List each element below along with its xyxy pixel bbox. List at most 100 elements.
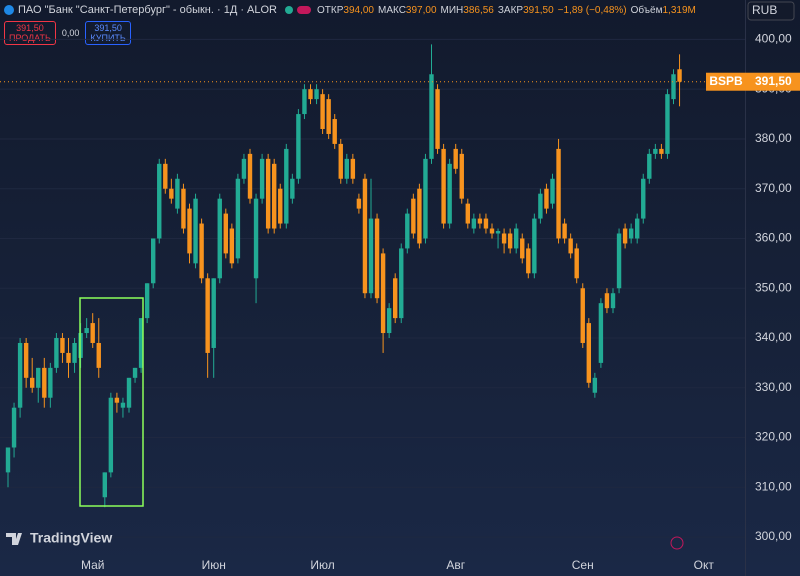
currency-box[interactable] xyxy=(747,1,795,21)
candle-body xyxy=(635,218,640,239)
candle-body xyxy=(193,198,198,264)
stat-label: МИН xyxy=(440,4,464,16)
y-tick-label: 330,00 xyxy=(755,380,792,394)
stat-value: 386,56 xyxy=(463,4,494,16)
stat-value: 397,00 xyxy=(405,4,437,16)
stat-value: 391,50 xyxy=(523,4,554,16)
plot xyxy=(0,38,745,538)
logo-mark xyxy=(6,533,22,545)
trade-buttons: 391,50 ПРОДАТЬ 0,00 391,50 КУПИТЬ xyxy=(4,21,131,45)
candle-body xyxy=(108,397,114,473)
candle-body xyxy=(350,158,356,179)
stat-label: ОТКР xyxy=(317,4,344,16)
candle-body xyxy=(265,158,271,229)
y-tick-label: 380,00 xyxy=(755,131,792,145)
highlight-box xyxy=(79,297,144,507)
candle-body xyxy=(598,303,604,363)
events-icon[interactable] xyxy=(670,536,684,550)
candle-body xyxy=(538,193,543,219)
candle-body xyxy=(568,238,573,254)
candle-body xyxy=(344,158,349,179)
symbol-icon xyxy=(4,5,14,15)
ticker-badge xyxy=(706,72,746,91)
logo-text: TradingView xyxy=(30,530,112,546)
y-tick-label: 350,00 xyxy=(755,280,792,294)
candle-body xyxy=(580,288,585,343)
stat-value: 394,00 xyxy=(343,4,374,16)
candle-body xyxy=(126,377,132,408)
stat-label: ЗАКР xyxy=(497,4,524,16)
x-tick-label: Авг xyxy=(446,558,465,572)
price-label: 391,50 xyxy=(755,74,792,88)
candle-body xyxy=(362,178,368,294)
candle-body xyxy=(169,188,174,199)
candle-body xyxy=(647,153,652,179)
candle-body xyxy=(441,148,446,224)
candle-body xyxy=(90,323,95,343)
candle-body xyxy=(320,94,325,129)
candle-body xyxy=(326,99,331,134)
candle-body xyxy=(532,218,537,274)
status-dot xyxy=(285,6,293,14)
status-pill xyxy=(297,6,311,14)
candle-body xyxy=(459,153,464,199)
candle-body xyxy=(393,278,398,319)
sell-button[interactable]: 391,50 ПРОДАТЬ xyxy=(4,21,56,45)
candle-body xyxy=(544,188,549,209)
candle-body xyxy=(96,342,101,368)
candle-body xyxy=(586,323,591,383)
buy-button[interactable]: 391,50 КУПИТЬ xyxy=(85,21,131,45)
candle-body xyxy=(296,114,301,179)
candle-body xyxy=(241,158,247,179)
candle-body xyxy=(144,283,150,319)
candle-body xyxy=(54,338,59,368)
candle-body xyxy=(514,228,519,249)
candle-body xyxy=(284,148,289,224)
x-tick-label: Сен xyxy=(572,558,594,572)
candle-body xyxy=(592,377,598,393)
candle-body xyxy=(453,148,458,169)
x-tick-label: Окт xyxy=(694,558,715,572)
price-badge xyxy=(746,72,800,91)
candle-body xyxy=(229,228,235,264)
candle-body xyxy=(278,188,283,224)
candle-body xyxy=(205,278,210,353)
buy-label: КУПИТЬ xyxy=(90,33,126,43)
candle-body xyxy=(223,213,228,254)
candle-body xyxy=(671,74,676,100)
candle-body xyxy=(217,198,222,279)
y-tick-label: 310,00 xyxy=(755,479,792,493)
candle-body xyxy=(556,148,561,239)
candle-body xyxy=(483,218,489,229)
stat-value: 1,319M xyxy=(662,4,696,16)
spread: 0,00 xyxy=(61,28,80,38)
candle-body xyxy=(163,163,168,189)
candle-body xyxy=(36,367,41,388)
candle-body xyxy=(628,228,634,239)
buy-price: 391,50 xyxy=(94,23,122,33)
candle-body xyxy=(332,119,337,144)
candle-body xyxy=(120,402,126,408)
candle-body xyxy=(5,447,11,473)
candle-body xyxy=(477,218,483,224)
candle-body xyxy=(610,293,616,309)
candle-body xyxy=(102,472,107,498)
candle-body xyxy=(429,74,434,159)
candle-body xyxy=(622,228,628,244)
y-tick-label: 360,00 xyxy=(755,231,792,245)
candle-body xyxy=(677,69,682,82)
y-tick-label: 320,00 xyxy=(755,430,792,444)
candle-body xyxy=(550,178,555,204)
symbol-title[interactable]: ПАО "Банк "Санкт-Петербург" - обыкн. · 1… xyxy=(18,4,277,16)
candle-body xyxy=(48,367,53,398)
sell-label: ПРОДАТЬ xyxy=(9,33,51,43)
stat-label: МАКС xyxy=(377,4,406,16)
candle-body xyxy=(132,367,138,378)
candle-body xyxy=(380,253,386,334)
x-tick-label: Июл xyxy=(310,558,334,572)
sell-price: 391,50 xyxy=(16,23,44,33)
candle-body xyxy=(526,248,531,274)
candle-body xyxy=(42,367,47,398)
candle-body xyxy=(302,89,307,115)
